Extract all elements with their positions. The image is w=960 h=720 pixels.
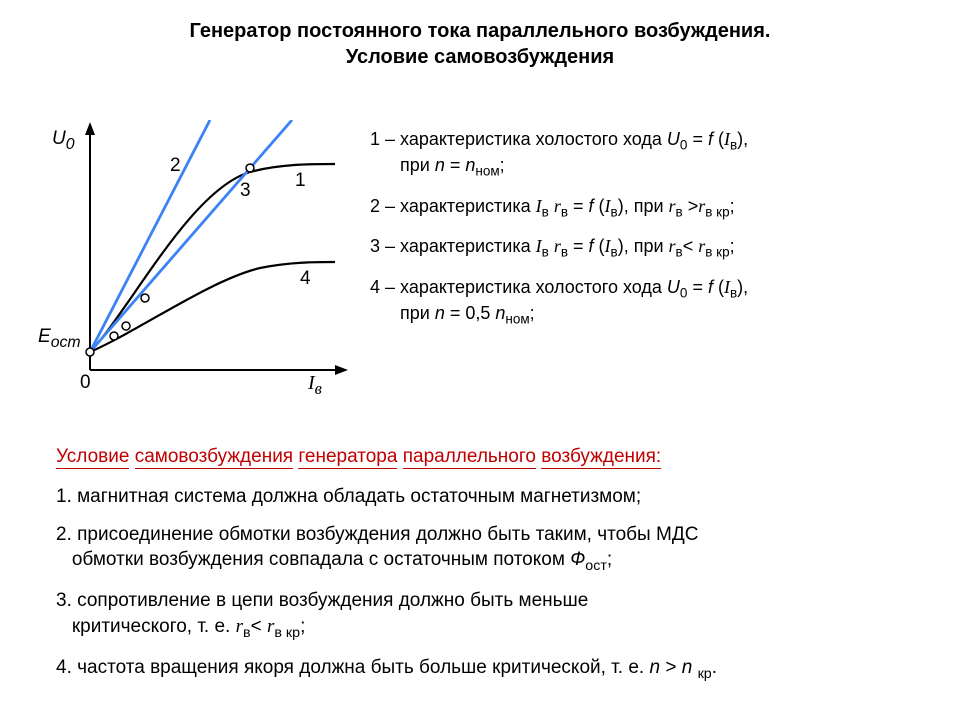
condition-1: 1. магнитная система должна обладать ост… [56, 484, 926, 510]
legend-row-3: 3 – характеристика Iв rв = f (Iв), при r… [370, 235, 940, 261]
y-axis-label: U0 [52, 128, 75, 154]
curve-label-line3: 3 [240, 180, 251, 202]
legend-row-2: 2 – характеристика Iв rв = f (Iв), при r… [370, 195, 940, 221]
title-line1: Генератор постоянного тока параллельного… [0, 18, 960, 44]
condition-2: 2. присоединение обмотки возбуждения дол… [56, 522, 926, 577]
title-line2: Условие самовозбуждения [0, 44, 960, 70]
condition-4: 4. частота вращения якоря должна быть бо… [56, 655, 926, 684]
e-ost-label: Еост [38, 326, 81, 352]
condition-3: 3. сопротивление в цепи возбуждения долж… [56, 588, 926, 643]
conditions-list: 1. магнитная система должна обладать ост… [56, 484, 926, 696]
legend-row-1: 1 – характеристика холостого хода U0 = f… [370, 128, 940, 181]
legend-row-4: 4 – характеристика холостого хода U0 = f… [370, 276, 940, 329]
curve-label-curve4: 4 [300, 268, 311, 290]
x-axis-label: Iв [308, 372, 322, 399]
curve-label-line2: 2 [170, 155, 181, 177]
curve-label-curve1: 1 [295, 170, 306, 192]
legend: 1 – характеристика холостого хода U0 = f… [370, 128, 940, 343]
self-excitation-chart: U0 Iв Еост 0 1 4 2 3 [40, 120, 350, 400]
page-title: Генератор постоянного тока параллельного… [0, 0, 960, 70]
conditions-heading: Условие самовозбуждения генератора парал… [56, 446, 661, 468]
origin-label: 0 [80, 372, 91, 394]
